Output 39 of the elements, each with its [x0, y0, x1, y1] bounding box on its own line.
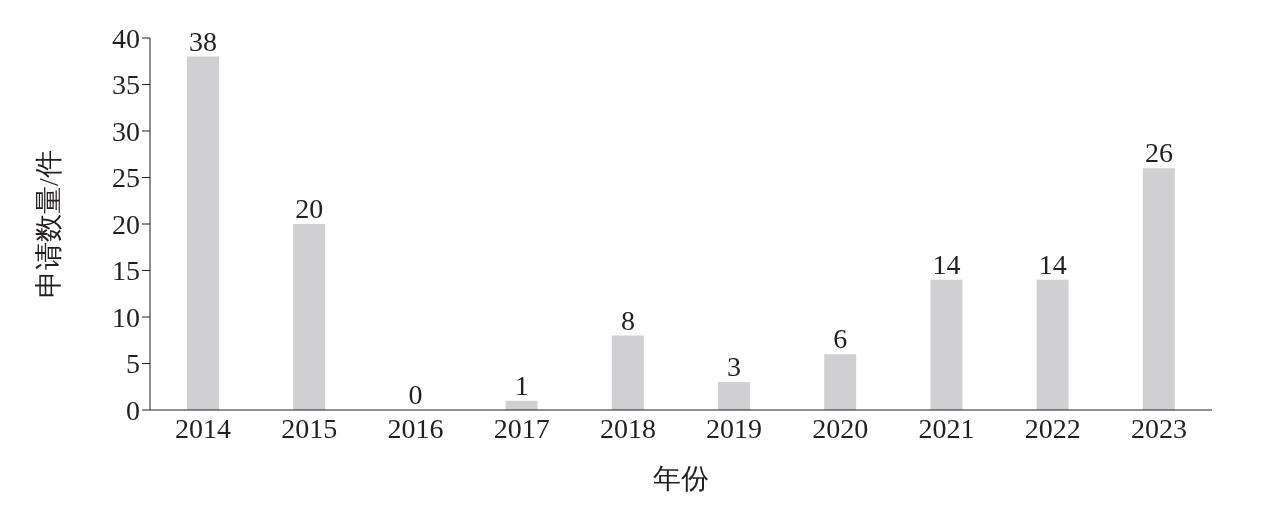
x-tick-label: 2019 [706, 412, 763, 444]
y-tick-label: 40 [112, 22, 140, 54]
bar [718, 382, 750, 410]
x-axis-title: 年份 [653, 463, 709, 494]
bar [1142, 168, 1175, 410]
y-tick-label: 0 [126, 394, 140, 426]
bar [1036, 279, 1069, 410]
data-label: 14 [932, 248, 961, 280]
bar [293, 224, 326, 410]
y-tick-label: 30 [112, 115, 140, 147]
data-label: 6 [833, 323, 848, 355]
y-tick-label: 25 [112, 162, 140, 194]
x-tick-label: 2017 [493, 412, 550, 444]
bar [930, 279, 963, 410]
y-tick-label: 20 [112, 208, 140, 240]
data-label: 0 [408, 379, 423, 410]
data-label: 26 [1144, 137, 1173, 169]
x-tick-label: 2015 [281, 412, 338, 444]
data-label: 14 [1038, 248, 1067, 280]
bar [824, 354, 857, 410]
bar [187, 56, 219, 410]
data-label: 20 [295, 193, 324, 224]
data-label: 38 [189, 25, 218, 57]
data-label: 8 [620, 304, 635, 336]
x-tick-label: 2018 [599, 412, 656, 444]
x-tick-label: 2016 [387, 412, 444, 444]
y-tick-label: 35 [112, 69, 140, 101]
x-tick-label: 2022 [1024, 412, 1081, 444]
y-axis-title: 申请数量/件 [32, 150, 64, 298]
x-tick-label: 2023 [1130, 412, 1187, 444]
bar [611, 335, 644, 410]
x-tick-label: 2021 [918, 412, 975, 444]
y-tick-label: 15 [112, 255, 140, 287]
y-tick-label: 5 [126, 348, 140, 380]
data-label: 1 [514, 369, 529, 401]
y-tick-label: 10 [112, 301, 140, 333]
x-tick-label: 2014 [175, 412, 232, 444]
x-tick-label: 2020 [812, 412, 869, 444]
data-label: 3 [727, 351, 742, 383]
